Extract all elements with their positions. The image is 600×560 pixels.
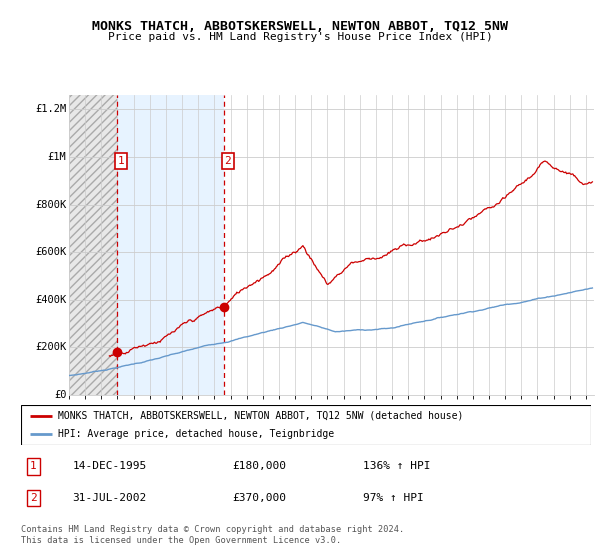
Text: 1: 1	[30, 461, 37, 472]
Text: MONKS THATCH, ABBOTSKERSWELL, NEWTON ABBOT, TQ12 5NW (detached house): MONKS THATCH, ABBOTSKERSWELL, NEWTON ABB…	[58, 411, 463, 421]
Text: £370,000: £370,000	[232, 493, 286, 503]
Text: HPI: Average price, detached house, Teignbridge: HPI: Average price, detached house, Teig…	[58, 430, 334, 439]
Text: 31-JUL-2002: 31-JUL-2002	[73, 493, 146, 503]
Text: 1: 1	[118, 156, 124, 166]
Text: 2: 2	[224, 156, 231, 166]
Bar	[69, 95, 117, 395]
Text: £800K: £800K	[35, 199, 67, 209]
Text: 136% ↑ HPI: 136% ↑ HPI	[363, 461, 431, 472]
Text: 14-DEC-1995: 14-DEC-1995	[73, 461, 146, 472]
Text: 2: 2	[30, 493, 37, 503]
Text: £180,000: £180,000	[232, 461, 286, 472]
Text: £400K: £400K	[35, 295, 67, 305]
Text: 97% ↑ HPI: 97% ↑ HPI	[363, 493, 424, 503]
Text: £0: £0	[54, 390, 67, 400]
Text: £600K: £600K	[35, 247, 67, 257]
Text: Price paid vs. HM Land Registry's House Price Index (HPI): Price paid vs. HM Land Registry's House …	[107, 32, 493, 43]
Text: MONKS THATCH, ABBOTSKERSWELL, NEWTON ABBOT, TQ12 5NW: MONKS THATCH, ABBOTSKERSWELL, NEWTON ABB…	[92, 20, 508, 32]
Bar	[117, 95, 224, 395]
Text: £1M: £1M	[47, 152, 67, 162]
Text: £200K: £200K	[35, 342, 67, 352]
Text: £1.2M: £1.2M	[35, 105, 67, 114]
Text: Contains HM Land Registry data © Crown copyright and database right 2024.
This d: Contains HM Land Registry data © Crown c…	[21, 525, 404, 545]
